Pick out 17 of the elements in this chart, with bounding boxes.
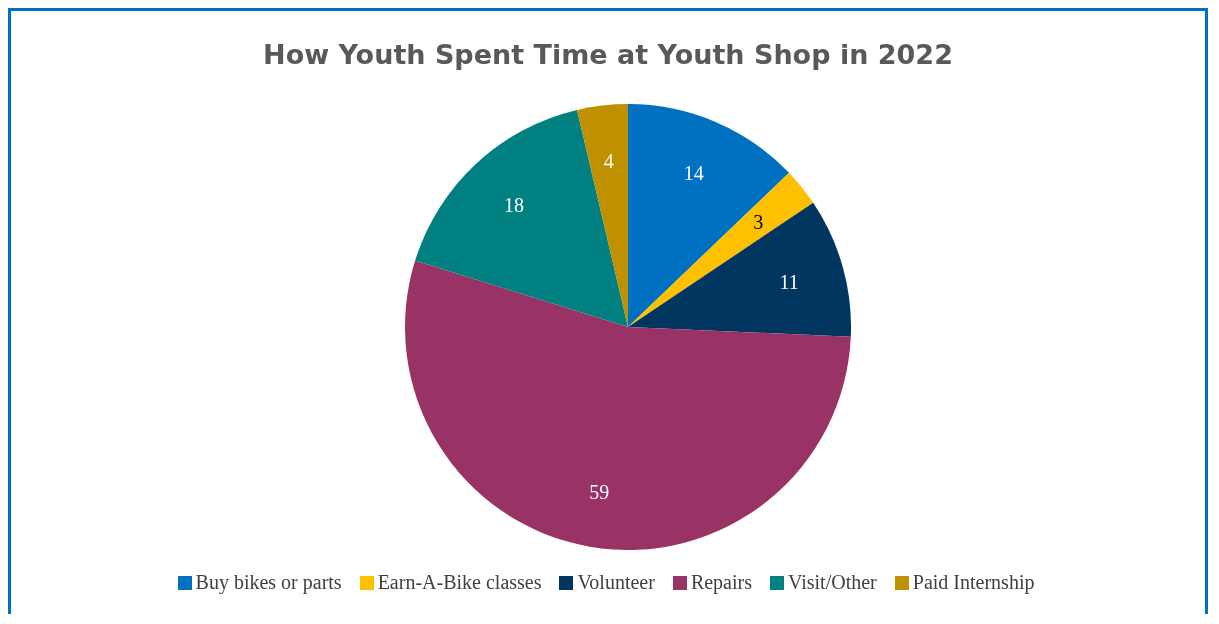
data-label: 18 bbox=[504, 193, 525, 216]
chart-title: How Youth Spent Time at Youth Shop in 2022 bbox=[262, 38, 954, 72]
data-label: 59 bbox=[589, 480, 610, 503]
legend-label: Visit/Other bbox=[787, 571, 877, 594]
pie-slice bbox=[628, 202, 851, 337]
pie-slice bbox=[415, 109, 628, 327]
legend-label: Earn-A-Bike classes bbox=[377, 571, 542, 594]
data-label: 14 bbox=[683, 162, 704, 185]
legend-label: Paid Internship bbox=[912, 571, 1035, 594]
legend-label: Volunteer bbox=[577, 571, 655, 594]
legend-label: Repairs bbox=[690, 571, 752, 594]
pie-slice bbox=[577, 104, 628, 327]
data-label: 4 bbox=[603, 149, 614, 172]
pie-slice bbox=[405, 260, 851, 550]
legend-label: Buy bikes or parts bbox=[195, 571, 342, 594]
data-label: 3 bbox=[753, 211, 764, 234]
data-label: 11 bbox=[779, 270, 799, 293]
